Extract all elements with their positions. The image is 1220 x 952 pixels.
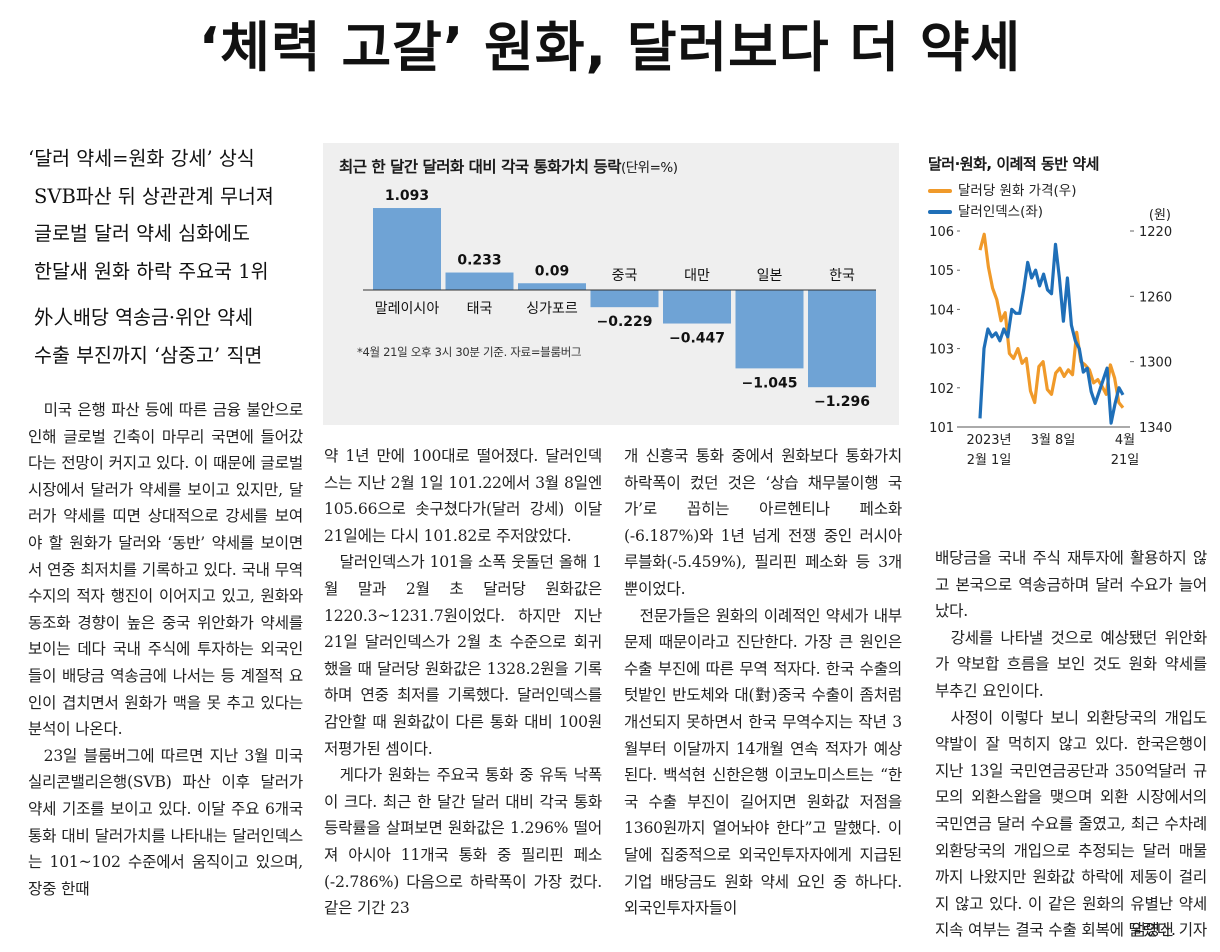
y-left-tick: 103	[929, 343, 954, 358]
y-left-tick: 102	[929, 382, 954, 397]
dollar-index-line	[978, 242, 1125, 425]
bar	[518, 283, 586, 290]
paragraph: 개 신흥국 통화 중에서 원화보다 통화가치 하락폭이 컸던 것은 ‘상습 채무…	[624, 447, 902, 598]
paragraph: 약 1년 만에 100대로 떨어졌다. 달러인덱스는 지난 2월 1일 101.…	[324, 447, 602, 545]
subheadline: SVB파산 뒤 상관관계 무너져	[34, 184, 274, 208]
bar-category-label: 일본	[757, 268, 783, 284]
subheadline: ‘달러 약세=원화 강세’ 상식	[28, 147, 255, 170]
paragraph: 강세를 나타낼 것으로 예상됐던 위안화가 약보합 흐름을 보인 것도 원화 약…	[935, 628, 1207, 700]
bar-value-label: −1.045	[741, 375, 797, 391]
bar	[735, 290, 804, 369]
subheadlines: ‘달러 약세=원화 강세’ 상식 SVB파산 뒤 상관관계 무너져 글로벌 달러…	[28, 140, 318, 374]
legend-swatch-orange	[928, 189, 952, 193]
y-left-tick: 101	[929, 421, 954, 436]
subheadline: 外人배당 역송금·위안 약세	[34, 306, 254, 329]
x-tick-label: 2023년	[966, 433, 1011, 448]
bar-value-label: −0.447	[669, 331, 725, 347]
y-left-tick: 106	[929, 225, 954, 240]
y-right-tick: 1220	[1139, 225, 1172, 240]
bar-value-label: 1.093	[385, 188, 429, 204]
subheadline: 한달새 원화 하락 주요국 1위	[34, 259, 269, 283]
bar-chart-title-text: 최근 한 달간 달러화 대비 각국 통화가치 등락	[339, 158, 621, 176]
legend-label: 달러당 원화 가격(우)	[958, 183, 1077, 199]
legend-item-dxy: 달러인덱스(좌)	[928, 200, 1043, 220]
bar	[663, 290, 731, 324]
y-right-tick: 1300	[1139, 356, 1172, 371]
line-chart-plot: 101 102 103 104 105 106 1220 1260 1300 1340 (원) 202…	[929, 208, 1172, 468]
paragraph: 사정이 이렇다 보니 외환당국의 개입도 약발이 잘 먹히지 않고 있다. 한국…	[935, 708, 1207, 940]
x-tick-label: 21일	[1111, 453, 1140, 468]
bar-value-label: −1.296	[814, 394, 870, 410]
paragraph: 게다가 원화는 주요국 통화 중 유독 낙폭이 크다. 최근 한 달간 달러 대…	[324, 766, 602, 918]
subheadline: 수출 부진까지 ‘삼중고’ 직면	[34, 343, 263, 367]
bar-chart-title: 최근 한 달간 달러화 대비 각국 통화가치 등락(단위=%)	[339, 155, 678, 177]
article-column-4: 배당금을 국내 주식 재투자에 활용하지 않고 본국으로 역송금하며 달러 수요…	[935, 545, 1207, 944]
bar-value-label: 0.233	[457, 253, 501, 269]
bar-category-label: 한국	[829, 268, 855, 284]
paragraph: 23일 블룸버그에 따르면 지난 3월 미국 실리콘밸리은행(SVB) 파산 이…	[28, 746, 303, 898]
bar-category-label: 태국	[467, 301, 493, 317]
legend-label: 달러인덱스(좌)	[958, 204, 1044, 220]
y-right-unit: (원)	[1149, 208, 1171, 223]
legend-item-won: 달러당 원화 가격(우)	[928, 179, 1076, 199]
bar-category-label: 중국	[612, 268, 638, 284]
won-price-line	[978, 232, 1125, 409]
line-chart-title: 달러·원화, 이례적 동반 약세	[928, 155, 1099, 173]
byline: 임영신 기자	[1131, 921, 1208, 940]
bar-value-label: 0.09	[535, 263, 570, 279]
subheadline: 글로벌 달러 약세 심화에도	[34, 222, 250, 245]
bar-chart-unit: (단위=%)	[620, 160, 678, 176]
bar-chart-plot: 1.093 말레이시아 0.233 태국 0.09 싱가포르 중국 −0.229 대만 −0.44…	[363, 188, 876, 410]
x-tick-label: 3월 8일	[1031, 433, 1076, 448]
currency-change-bar-chart: 최근 한 달간 달러화 대비 각국 통화가치 등락(단위=%) 1.093 말레이…	[323, 143, 899, 425]
article-column-1: 미국 은행 파산 등에 따른 금융 불안으로 인해 글로벌 긴축이 마무리 국면…	[28, 397, 303, 902]
x-tick-label: 2월 1일	[967, 453, 1012, 468]
bar-category-label: 대만	[684, 268, 710, 284]
bar-chart-source-note: *4월 21일 오후 3시 30분 기준. 자료=블룸버그	[357, 345, 582, 359]
paragraph: 배당금을 국내 주식 재투자에 활용하지 않고 본국으로 역송금하며 달러 수요…	[935, 549, 1207, 621]
dollar-won-line-chart: 달러·원화, 이례적 동반 약세 달러당 원화 가격(우) 달러인덱스(좌) 1…	[925, 143, 1220, 473]
paragraph: 달러인덱스가 101을 소폭 웃돌던 올해 1월 말과 2월 초 달러당 원화값…	[324, 553, 602, 758]
article-column-3: 개 신흥국 통화 중에서 원화보다 통화가치 하락폭이 컸던 것은 ‘상습 채무…	[624, 443, 902, 922]
bar-category-label: 싱가포르	[526, 301, 578, 317]
paragraph: 전문가들은 원화의 이례적인 약세가 내부 문제 때문이라고 진단한다. 가장 …	[624, 606, 902, 918]
article-column-2: 약 1년 만에 100대로 떨어졌다. 달러인덱스는 지난 2월 1일 101.…	[324, 443, 602, 922]
y-left-tick: 105	[929, 264, 954, 279]
bar	[590, 290, 659, 308]
bar	[373, 208, 441, 290]
legend-swatch-blue	[928, 210, 952, 214]
bar-value-label: −0.229	[596, 314, 652, 330]
x-tick-label: 4월	[1115, 433, 1135, 448]
bar	[808, 290, 876, 388]
paragraph: 미국 은행 파산 등에 따른 금융 불안으로 인해 글로벌 긴축이 마무리 국면…	[28, 401, 303, 739]
y-right-tick: 1340	[1139, 421, 1172, 436]
y-left-tick: 104	[929, 303, 954, 318]
bar	[445, 272, 514, 290]
headline: ‘체력 고갈’ 원화, 달러보다 더 약세	[198, 16, 1022, 79]
bar-category-label: 말레이시아	[375, 301, 440, 317]
y-right-tick: 1260	[1139, 290, 1172, 305]
